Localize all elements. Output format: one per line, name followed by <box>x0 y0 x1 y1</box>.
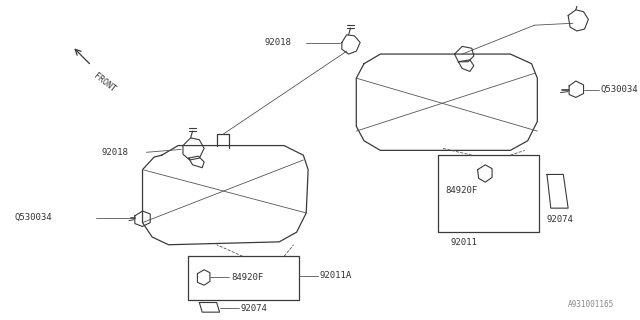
Text: 92011: 92011 <box>451 238 477 247</box>
Text: 84920F: 84920F <box>445 186 477 195</box>
Text: A931001165: A931001165 <box>568 300 614 309</box>
Text: FRONT: FRONT <box>92 71 116 94</box>
Text: 92018: 92018 <box>101 148 128 157</box>
Text: Q530034: Q530034 <box>15 213 52 222</box>
Text: 92018: 92018 <box>265 38 292 47</box>
Text: Q530034: Q530034 <box>601 85 639 94</box>
Text: 92011A: 92011A <box>320 271 352 280</box>
Text: 92074: 92074 <box>241 304 268 313</box>
Text: 92074: 92074 <box>547 215 574 224</box>
Text: 84920F: 84920F <box>231 273 264 282</box>
